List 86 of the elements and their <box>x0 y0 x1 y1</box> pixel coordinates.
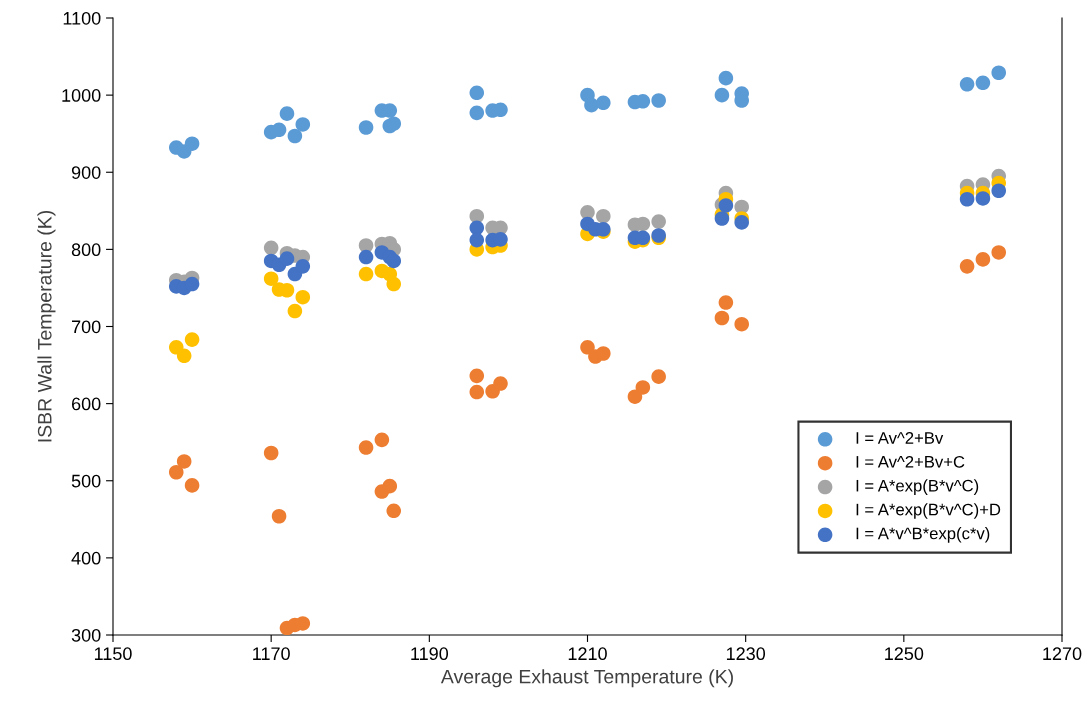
point <box>596 346 611 361</box>
point <box>975 252 991 267</box>
y-tick-label: 1100 <box>63 11 101 25</box>
y-tick-label: 500 <box>71 474 101 488</box>
y-tick-label: 600 <box>71 397 101 411</box>
y-tick-label: 300 <box>71 628 101 642</box>
x-tick-label: 1170 <box>253 647 290 661</box>
point <box>386 276 402 292</box>
x-tick-label: 1210 <box>568 647 607 661</box>
point <box>469 220 485 236</box>
point <box>358 249 374 265</box>
x-tick-label: 1270 <box>1043 647 1082 661</box>
point <box>386 503 402 519</box>
y-tick-label: 900 <box>71 166 101 179</box>
point <box>279 106 295 121</box>
y-tick-label: 700 <box>72 320 101 334</box>
point <box>358 440 374 455</box>
point <box>959 77 975 92</box>
point <box>271 508 287 524</box>
legend-label: I = A*exp(B*v^C) <box>856 479 979 495</box>
point <box>635 380 651 395</box>
point <box>714 211 730 226</box>
point <box>184 276 200 292</box>
point <box>287 128 303 144</box>
point <box>627 389 643 404</box>
point <box>469 384 485 400</box>
point <box>279 251 295 266</box>
point <box>176 348 192 364</box>
point <box>959 259 975 274</box>
y-tick-label: 400 <box>71 551 101 565</box>
point <box>596 95 611 111</box>
point <box>184 478 200 493</box>
point <box>358 266 374 282</box>
y-tick-label: 800 <box>71 243 101 257</box>
legend-label: I = Av^2+Bv+C <box>856 455 965 468</box>
point <box>374 432 390 448</box>
y-tick-label: 1000 <box>62 89 101 102</box>
point <box>651 214 666 229</box>
point <box>469 232 485 248</box>
point <box>295 259 311 274</box>
point <box>714 310 730 326</box>
x-tick-label: 1250 <box>885 647 924 661</box>
point <box>718 70 734 86</box>
point <box>718 198 734 213</box>
point <box>469 368 485 384</box>
point <box>734 316 749 332</box>
point <box>651 369 666 384</box>
point <box>295 117 311 132</box>
point <box>714 87 730 103</box>
point <box>651 93 666 108</box>
x-tick-label: 1150 <box>94 647 132 661</box>
point <box>991 245 1007 260</box>
point <box>718 295 734 310</box>
point <box>386 116 402 131</box>
point <box>469 85 485 101</box>
point <box>493 376 508 391</box>
point <box>263 240 279 256</box>
point <box>975 75 991 91</box>
point <box>469 105 485 121</box>
x-axis-title: Average Exhaust Temperature (K) <box>440 669 733 688</box>
point <box>184 136 200 151</box>
point <box>991 183 1007 199</box>
point <box>271 122 287 138</box>
point <box>295 616 311 631</box>
legend-label: I = A*exp(B*v^C)+D <box>856 503 1001 519</box>
point <box>975 191 991 206</box>
point <box>358 120 374 135</box>
point <box>184 332 200 347</box>
point <box>168 464 184 480</box>
legend-label: I = Av^2+Bv <box>856 432 944 444</box>
point <box>287 303 303 319</box>
y-axis-title: ISBR Wall Temperature (K) <box>37 211 56 442</box>
x-tick-label: 1230 <box>726 647 766 661</box>
point <box>263 271 279 286</box>
point <box>386 253 402 269</box>
point <box>580 340 595 355</box>
x-tick-label: 1190 <box>411 647 449 661</box>
point <box>959 191 975 207</box>
point <box>382 478 398 494</box>
point <box>596 208 611 224</box>
point <box>991 65 1007 81</box>
point <box>263 445 279 461</box>
legend-label: I = A*v^B*exp(c*v) <box>856 527 990 543</box>
point <box>176 454 192 469</box>
point <box>295 289 311 305</box>
point <box>734 215 749 230</box>
